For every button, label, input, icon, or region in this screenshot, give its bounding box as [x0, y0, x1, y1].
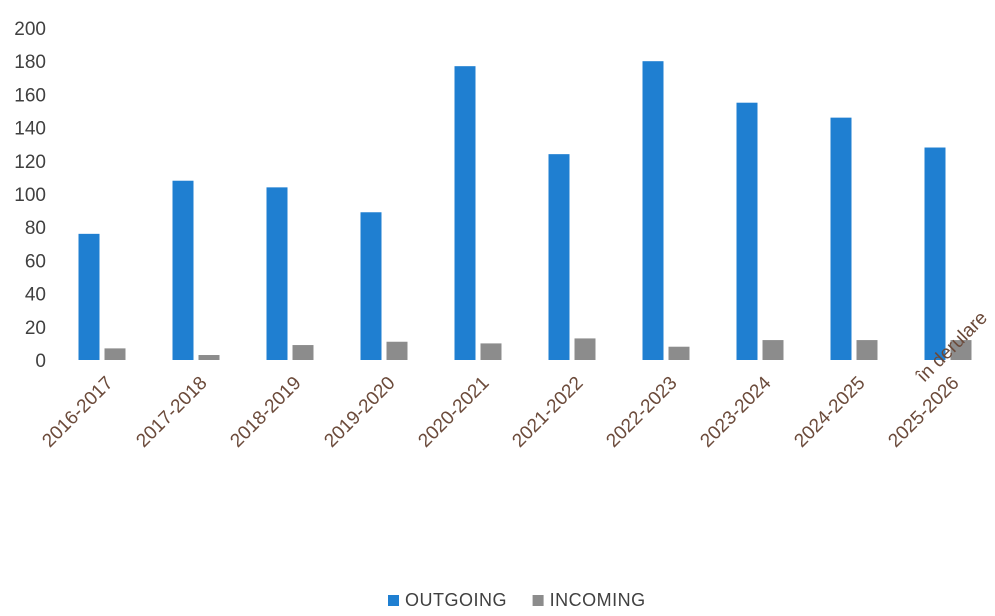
legend: OUTGOING INCOMING [388, 590, 646, 610]
x-tick-label-line: 2016-2017 [38, 373, 117, 452]
x-tick-label-line: 2021-2022 [508, 373, 587, 452]
bar-incoming [950, 340, 972, 360]
y-tick-label: 180 [14, 52, 46, 73]
bar-incoming [762, 340, 784, 360]
x-tick-label: 2022-2023 [602, 373, 681, 452]
x-tick-label: 2020-2021 [414, 373, 493, 452]
y-tick-label: 60 [25, 251, 46, 272]
x-tick-label: 2016-2017 [38, 373, 117, 452]
x-tick-label-line: 2025-2026 [884, 373, 963, 452]
y-tick-label: 200 [14, 19, 46, 40]
x-tick-label-line: în derulare [912, 308, 992, 388]
legend-swatch-outgoing [388, 595, 399, 606]
x-tick-label: 2019-2020 [320, 373, 399, 452]
x-tick-label-line: 2022-2023 [602, 373, 681, 452]
x-tick-label-line: 2017-2018 [132, 373, 211, 452]
x-tick-label: 2017-2018 [132, 373, 211, 452]
x-tick-label-line: 2019-2020 [320, 373, 399, 452]
y-tick-label: 20 [25, 318, 46, 339]
legend-label-incoming: INCOMING [550, 590, 646, 610]
y-tick-label: 40 [25, 285, 46, 306]
bar-outgoing [172, 180, 194, 360]
y-axis: 0 20 40 60 80 100 120 140 160 180 200 [14, 19, 46, 372]
bar-outgoing [78, 233, 100, 360]
legend-label-outgoing: OUTGOING [405, 590, 507, 610]
bar-outgoing [830, 117, 852, 360]
x-tick-label: 2024-2025 [790, 373, 869, 452]
y-tick-label: 80 [25, 218, 46, 239]
y-tick-label: 100 [14, 185, 46, 206]
bar-incoming [198, 355, 220, 360]
y-tick-label: 120 [14, 152, 46, 173]
bar-incoming [104, 348, 126, 360]
bar-incoming [668, 346, 690, 360]
bar-outgoing [642, 61, 664, 360]
y-tick-label: 0 [35, 351, 46, 372]
y-tick-label: 160 [14, 85, 46, 106]
bar-incoming [574, 338, 596, 360]
bar-outgoing [454, 66, 476, 361]
x-tick-label-line: 2018-2019 [226, 373, 305, 452]
bar-outgoing [266, 187, 288, 360]
y-tick-label: 140 [14, 119, 46, 140]
bars [78, 61, 972, 361]
bar-outgoing [736, 102, 758, 360]
x-tick-label-line: 2024-2025 [790, 373, 869, 452]
bar-outgoing [360, 212, 382, 360]
bar-outgoing [548, 154, 570, 360]
bar-incoming [386, 341, 408, 360]
legend-swatch-incoming [532, 595, 544, 606]
bar-incoming [480, 343, 502, 360]
bar-incoming [856, 340, 878, 360]
x-tick-label: 2023-2024 [696, 372, 775, 451]
x-tick-label-line: 2023-2024 [696, 372, 775, 451]
x-tick-label-line: 2020-2021 [414, 373, 493, 452]
x-tick-label: 2021-2022 [508, 373, 587, 452]
x-tick-label: 2018-2019 [226, 373, 305, 452]
bar-incoming [292, 345, 314, 360]
bar-outgoing [924, 147, 946, 360]
